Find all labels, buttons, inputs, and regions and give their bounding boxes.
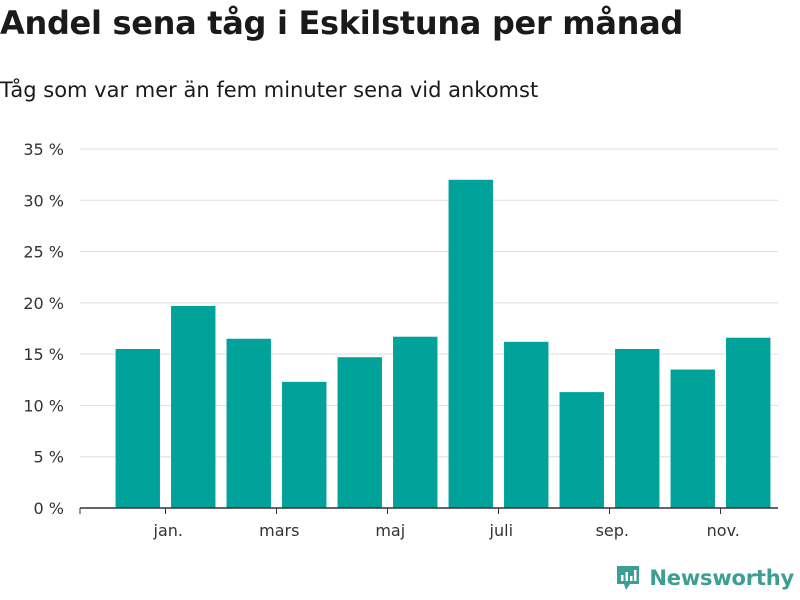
newsworthy-logo-icon	[617, 566, 640, 590]
bar-dec	[115, 349, 160, 508]
x-tick-label: jan.	[153, 521, 183, 540]
bar-juni	[448, 179, 493, 508]
x-tick-label: maj	[375, 521, 405, 540]
bar-feb	[226, 338, 271, 508]
y-tick-label: 30 %	[23, 191, 64, 210]
chart-title: Andel sena tåg i Eskilstuna per månad	[0, 4, 683, 42]
bar-nov	[726, 337, 771, 508]
chart-subtitle: Tåg som var mer än fem minuter sena vid …	[0, 78, 539, 102]
x-tick-label: sep.	[596, 521, 629, 540]
y-tick-label: 20 %	[23, 294, 64, 313]
y-tick-label: 35 %	[23, 140, 64, 159]
y-tick-label: 25 %	[23, 243, 64, 262]
bar-maj	[393, 336, 438, 508]
bar-aug	[559, 392, 604, 508]
bar-sep	[615, 349, 660, 508]
x-tick-label: juli	[489, 521, 513, 540]
y-tick-label: 15 %	[23, 345, 64, 364]
brand-logo: Newsworthy	[615, 564, 794, 592]
bar-mars	[282, 381, 327, 508]
bar-juli	[504, 341, 549, 508]
x-tick-label: nov.	[707, 521, 740, 540]
brand-name: Newsworthy	[649, 566, 794, 590]
bar-apr	[337, 357, 382, 508]
bar-jan	[171, 305, 216, 508]
y-tick-label: 10 %	[23, 396, 64, 415]
bar-okt	[670, 369, 715, 508]
y-tick-label: 5 %	[34, 448, 64, 467]
x-tick-label: mars	[259, 521, 299, 540]
y-tick-label: 0 %	[34, 499, 64, 518]
